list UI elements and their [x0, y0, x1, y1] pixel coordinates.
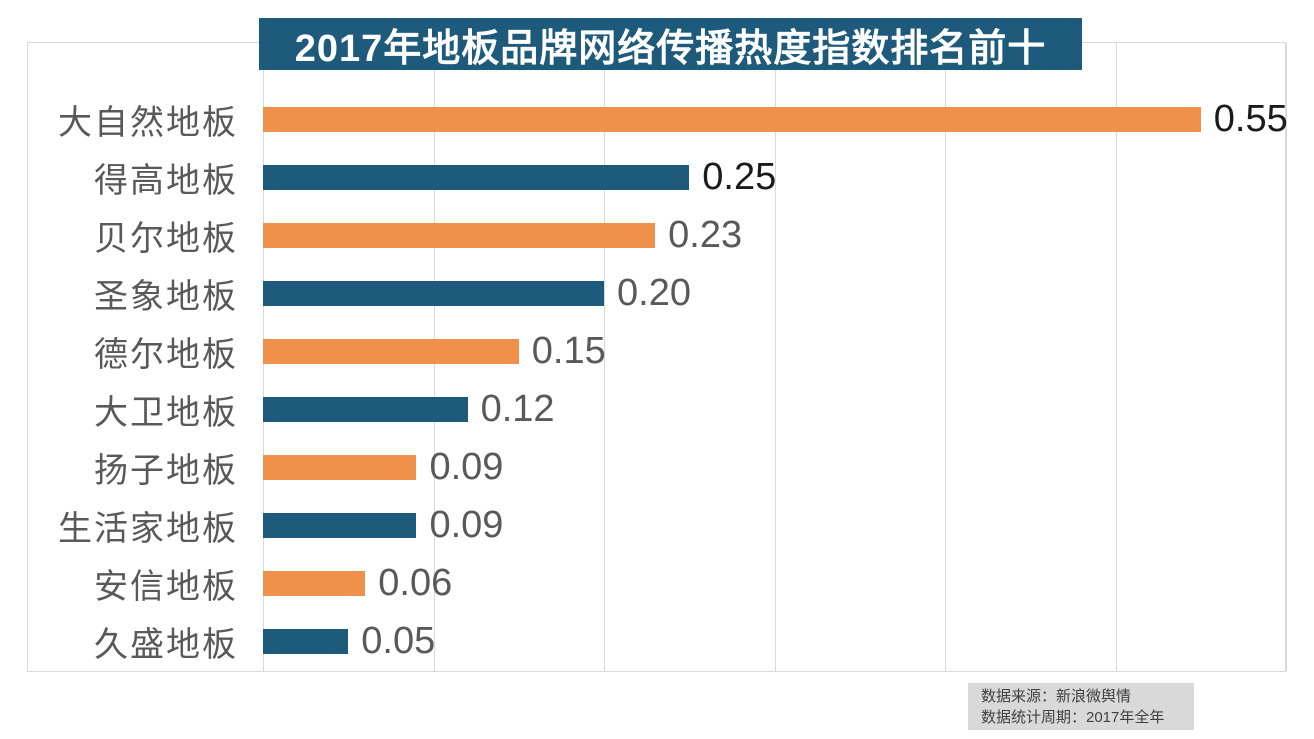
bar[interactable] [263, 165, 690, 190]
bar[interactable] [263, 223, 656, 248]
value-label: 0.06 [378, 562, 453, 604]
chart-title-banner: 2017年地板品牌网络传播热度指数排名前十 [259, 18, 1082, 70]
value-label: 0.05 [361, 620, 436, 662]
value-label: 0.15 [531, 330, 606, 372]
gridline [774, 43, 776, 671]
category-label: 德尔地板 [94, 336, 238, 374]
bar[interactable] [263, 571, 366, 596]
bar-row: 圣象地板 0.20 [28, 265, 1285, 323]
source-period-line: 数据统计周期：2017年全年 [981, 709, 1165, 726]
plot-area: 大自然地板 0.55 得高地板 0.25 贝尔地板 0.23 圣象地板 0.20 德尔地板 0.1… [27, 42, 1288, 672]
value-label: 0.25 [702, 156, 777, 198]
category-label: 扬子地板 [94, 452, 238, 490]
bar-row: 扬子地板 0.09 [28, 439, 1285, 497]
bar-row: 大卫地板 0.12 [28, 381, 1285, 439]
bar[interactable] [263, 339, 519, 364]
gridline [604, 43, 605, 671]
category-label: 得高地板 [94, 162, 238, 200]
category-label: 久盛地板 [94, 626, 238, 664]
category-label: 生活家地板 [58, 510, 238, 548]
bar-row: 得高地板 0.25 [28, 149, 1285, 207]
gridline [1286, 43, 1287, 671]
gridline [1115, 43, 1117, 671]
value-label: 0.55 [1213, 98, 1288, 140]
bar[interactable] [263, 107, 1201, 132]
bar-row: 生活家地板 0.09 [28, 497, 1285, 555]
value-label: 0.23 [668, 214, 743, 256]
bar[interactable] [263, 513, 417, 538]
bar-row: 大自然地板 0.55 [28, 91, 1288, 149]
category-label: 安信地板 [94, 568, 238, 606]
category-label: 大自然地板 [58, 104, 238, 142]
bar-row: 贝尔地板 0.23 [28, 207, 1285, 265]
value-label: 0.20 [617, 272, 691, 314]
value-label: 0.09 [429, 446, 504, 488]
bar[interactable] [263, 397, 468, 422]
value-label: 0.09 [429, 504, 504, 546]
bar[interactable] [263, 629, 349, 654]
bar-row: 久盛地板 0.05 [28, 613, 1285, 671]
gridline [945, 43, 946, 671]
source-note: 数据来源：新浪微舆情 数据统计周期：2017年全年 [968, 683, 1194, 730]
bar-row: 德尔地板 0.15 [28, 323, 1285, 381]
bar[interactable] [263, 281, 604, 306]
source-line: 数据来源：新浪微舆情 [981, 688, 1132, 705]
value-label: 0.12 [480, 388, 555, 430]
category-label: 大卫地板 [94, 394, 238, 432]
category-label: 圣象地板 [94, 278, 238, 316]
category-label: 贝尔地板 [94, 220, 238, 258]
bar[interactable] [263, 455, 417, 480]
bar-row: 安信地板 0.06 [28, 555, 1285, 613]
chart-title: 2017年地板品牌网络传播热度指数排名前十 [294, 27, 1047, 70]
